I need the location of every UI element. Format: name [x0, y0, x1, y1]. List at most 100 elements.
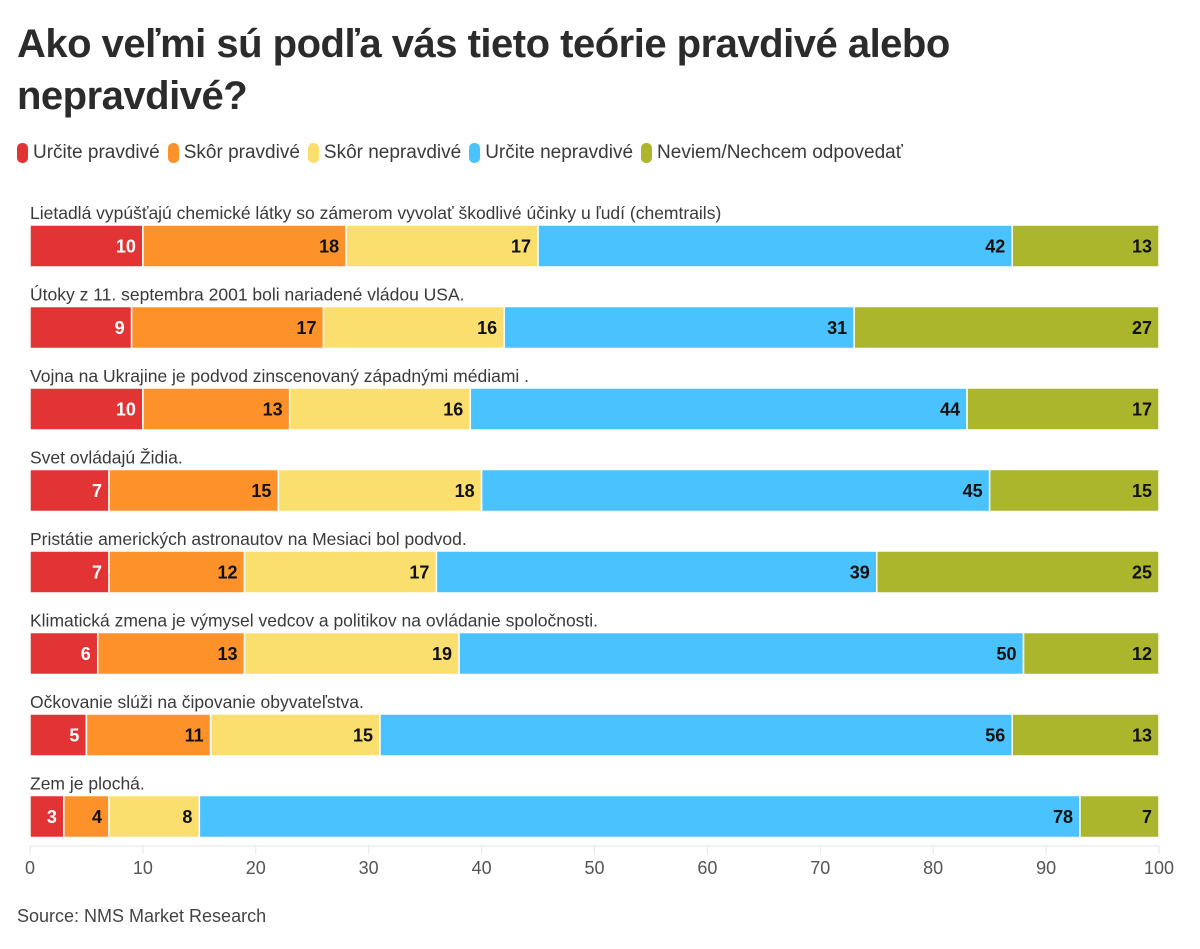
bar-segment[interactable]: [458, 631, 1025, 676]
category-label: Lietadlá vypúšťajú chemické látky so zám…: [30, 203, 721, 223]
bar-segment[interactable]: [277, 468, 483, 513]
legend-swatch: [167, 143, 179, 163]
legend-item[interactable]: Skôr nepravdivé: [307, 142, 462, 164]
bar-segment[interactable]: [1022, 631, 1160, 676]
data-label: 4: [92, 807, 102, 827]
bar-segment[interactable]: [108, 550, 246, 594]
bar-segment[interactable]: [345, 224, 539, 268]
data-label: 3: [47, 807, 57, 827]
data-label: 17: [409, 563, 429, 583]
legend-swatch: [17, 143, 28, 163]
legend-item[interactable]: Určite nepravdivé: [469, 142, 633, 164]
bar-segment[interactable]: [537, 224, 1013, 268]
bar-segment[interactable]: [29, 713, 88, 757]
x-tick-label: 20: [246, 858, 266, 878]
data-label: 13: [1132, 726, 1152, 746]
data-label: 17: [297, 318, 317, 338]
bar-segment[interactable]: [108, 794, 201, 839]
bar-segment[interactable]: [29, 224, 144, 268]
bar-segment[interactable]: [29, 550, 110, 594]
bar-segment[interactable]: [29, 387, 144, 431]
data-label: 18: [455, 481, 475, 501]
bar-segment[interactable]: [480, 468, 991, 513]
category-label: Vojna na Ukrajine je podvod zinscenovaný…: [30, 366, 529, 386]
category-label: Útoky z 11. septembra 2001 boli nariaden…: [30, 284, 465, 305]
x-tick-label: 0: [25, 858, 35, 878]
bar-segment[interactable]: [29, 631, 99, 676]
data-label: 19: [432, 644, 452, 664]
data-label: 7: [92, 481, 102, 501]
bar-segment[interactable]: [435, 550, 878, 594]
data-label: 45: [963, 481, 983, 501]
data-label: 27: [1132, 318, 1152, 338]
data-label: 15: [251, 481, 271, 501]
legend-item[interactable]: Skôr pravdivé: [167, 142, 300, 164]
bar-segment[interactable]: [966, 387, 1160, 431]
bar-segment[interactable]: [503, 305, 855, 350]
bar-segment[interactable]: [288, 387, 472, 431]
bar-segment[interactable]: [29, 794, 65, 839]
bar-segment[interactable]: [198, 794, 1081, 839]
data-label: 18: [319, 237, 339, 257]
data-label: 15: [353, 726, 373, 746]
data-label: 13: [217, 644, 237, 664]
bar-segment[interactable]: [108, 468, 280, 513]
data-label: 44: [940, 400, 960, 420]
data-label: 10: [116, 400, 136, 420]
data-label: 12: [217, 563, 237, 583]
x-tick-label: 10: [133, 858, 153, 878]
chart-title: Ako veľmi sú podľa vás tieto teórie prav…: [17, 22, 950, 118]
legend-label: Skôr nepravdivé: [323, 142, 462, 163]
legend-swatch: [307, 143, 319, 163]
bar-segment[interactable]: [130, 305, 325, 350]
bar-segment[interactable]: [29, 468, 110, 513]
bar-segment[interactable]: [63, 794, 110, 839]
data-label: 11: [185, 726, 204, 746]
legend-label: Určite nepravdivé: [485, 142, 634, 163]
data-label: 78: [1053, 807, 1073, 827]
data-label: 31: [827, 318, 847, 338]
data-label: 6: [81, 644, 91, 664]
bar-segment[interactable]: [243, 550, 438, 594]
legend-label: Neviem/Nechcem odpovedať: [657, 142, 903, 163]
bar-segment[interactable]: [876, 550, 1160, 594]
bar-segment[interactable]: [209, 713, 381, 757]
data-label: 8: [182, 807, 192, 827]
category-label: Zem je plochá.: [30, 774, 145, 794]
x-tick-label: 90: [1036, 858, 1056, 878]
category-label: Svet ovládajú Židia.: [30, 448, 183, 468]
data-label: 25: [1132, 563, 1152, 583]
bar-segment[interactable]: [1011, 713, 1160, 757]
legend-swatch: [469, 143, 481, 163]
x-tick-label: 50: [584, 858, 604, 878]
bar-segment[interactable]: [988, 468, 1160, 513]
bar-segment[interactable]: [379, 713, 1013, 757]
data-label: 13: [263, 400, 283, 420]
bar-segment[interactable]: [853, 305, 1160, 350]
data-label: 50: [996, 644, 1016, 664]
data-label: 17: [511, 237, 531, 257]
category-label: Očkovanie slúži na čipovanie obyvateľstv…: [30, 692, 364, 712]
source-note: Source: NMS Market Research: [17, 906, 267, 926]
bar-segment[interactable]: [243, 631, 460, 676]
bar-segment[interactable]: [1011, 224, 1160, 268]
legend-swatch: [641, 143, 653, 163]
data-label: 17: [1132, 400, 1152, 420]
data-label: 56: [985, 726, 1005, 746]
legend-item[interactable]: Určite pravdivé: [17, 142, 160, 164]
data-label: 15: [1132, 481, 1152, 501]
x-tick-label: 80: [923, 858, 943, 878]
legend: Určite pravdivé Skôr pravdivé Skôr nepravd…: [17, 142, 911, 164]
legend-label: Určite pravdivé: [33, 142, 160, 163]
bar-segment[interactable]: [29, 305, 133, 350]
data-label: 9: [115, 318, 125, 338]
data-label: 12: [1132, 644, 1152, 664]
bar-segment[interactable]: [142, 387, 291, 431]
bar-segment[interactable]: [469, 387, 968, 431]
category-label: Klimatická zmena je výmysel vedcov a pol…: [30, 611, 598, 631]
bar-segment[interactable]: [96, 631, 246, 676]
bar-segment[interactable]: [142, 224, 347, 268]
legend-item[interactable]: Neviem/Nechcem odpovedať: [641, 142, 903, 164]
bar-segment[interactable]: [1079, 794, 1160, 839]
